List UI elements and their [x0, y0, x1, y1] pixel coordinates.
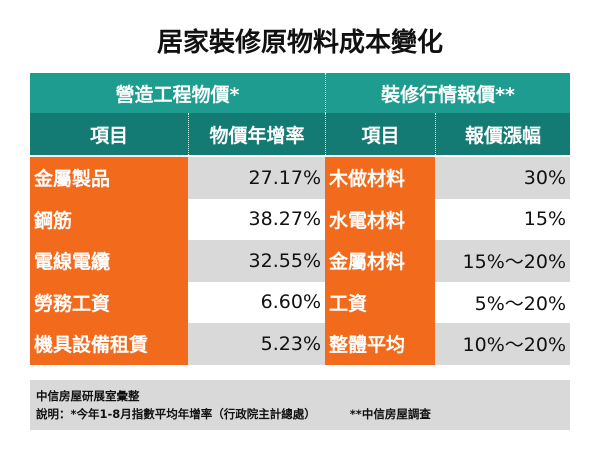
item-cell: 整體平均	[325, 323, 435, 365]
value-cell: 38.27%	[188, 198, 325, 240]
value-cell: 30%	[435, 157, 570, 199]
group-header: 營造工程物價*	[30, 73, 325, 113]
column-header: 項目	[325, 113, 435, 155]
item-cell: 金屬製品	[30, 157, 188, 199]
group-header: 裝修行情報價**	[325, 73, 570, 113]
item-cell: 鋼筋	[30, 198, 188, 240]
item-cell: 電線電纜	[30, 240, 188, 282]
item-cell: 工資	[325, 281, 435, 323]
note-left: 說明：*今年1-8月指數平均年增率（行政院主計總處）	[36, 407, 316, 421]
source: 中信房屋研展室彙整	[36, 389, 140, 403]
item-cell: 木做材料	[325, 157, 435, 199]
item-cell: 機具設備租賃	[30, 323, 188, 365]
value-cell: 10%～20%	[435, 323, 570, 365]
value-cell: 15%～20%	[435, 240, 570, 282]
footer: 中信房屋研展室彙整 說明：*今年1-8月指數平均年增率（行政院主計總處） **中信…	[30, 380, 570, 430]
note-right: **中信房屋調查	[349, 407, 431, 421]
value-cell: 27.17%	[188, 157, 325, 199]
item-cell: 金屬材料	[325, 240, 435, 282]
title: 居家裝修原物料成本變化	[156, 28, 443, 58]
item-cell: 水電材料	[325, 198, 435, 240]
value-cell: 6.60%	[188, 281, 325, 323]
column-header: 物價年增率	[188, 113, 325, 155]
column-header: 項目	[30, 113, 188, 155]
value-cell: 15%	[435, 198, 570, 240]
value-cell: 5%～20%	[435, 281, 570, 323]
item-cell: 勞務工資	[30, 281, 188, 323]
column-header: 報價漲幅	[435, 113, 570, 155]
value-cell: 32.55%	[188, 240, 325, 282]
note: 說明：*今年1-8月指數平均年增率（行政院主計總處） **中信房屋調查	[36, 405, 564, 423]
value-cell: 5.23%	[188, 323, 325, 365]
